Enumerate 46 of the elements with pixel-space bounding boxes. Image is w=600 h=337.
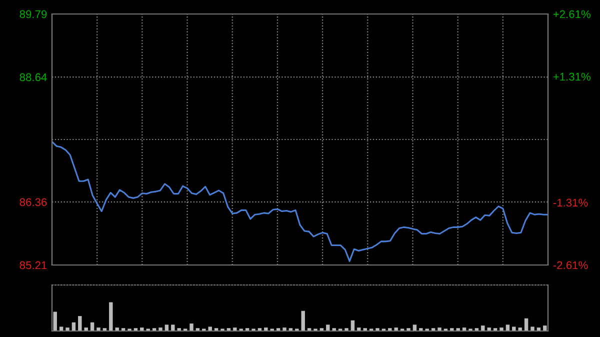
bar: [419, 328, 423, 331]
bar: [264, 328, 268, 331]
y2-tick-label: -2.61%: [553, 261, 588, 270]
bar: [344, 328, 348, 331]
y-tick-label: 88.64: [20, 73, 47, 82]
bar: [84, 328, 88, 331]
bar: [233, 328, 237, 331]
bar: [388, 328, 392, 331]
bar: [53, 312, 57, 331]
bar: [512, 326, 516, 331]
bar: [363, 328, 367, 331]
bar: [171, 324, 175, 331]
bar: [406, 328, 410, 331]
y-tick-label: 89.79: [20, 10, 47, 18]
bar: [78, 316, 82, 331]
bar: [177, 328, 181, 331]
bar: [66, 328, 70, 331]
y2-tick-label: +2.61%: [553, 10, 590, 18]
y2-tick-label: +1.31%: [553, 72, 590, 81]
bar: [190, 324, 194, 331]
bar: [115, 328, 119, 331]
bar: [518, 328, 522, 331]
bar: [487, 328, 491, 331]
bar: [456, 328, 460, 331]
bar: [140, 328, 144, 331]
bar: [481, 326, 485, 331]
y-tick-label: 85.21: [20, 261, 47, 270]
bar: [450, 328, 454, 331]
bar: [376, 328, 380, 331]
bar: [109, 302, 113, 331]
bar: [394, 328, 398, 331]
bar: [438, 328, 442, 331]
bar: [332, 328, 336, 331]
bar: [357, 328, 361, 331]
line-series: [52, 140, 548, 262]
bar: [208, 326, 212, 331]
bar: [530, 326, 534, 331]
bar: [543, 326, 547, 331]
y-tick-label: 86.36: [20, 198, 47, 206]
bar: [301, 310, 305, 331]
y2-tick-label: -1.31%: [553, 198, 588, 207]
bar: [500, 328, 504, 331]
bar: [158, 328, 162, 331]
bar: [326, 324, 330, 331]
bar: [96, 328, 100, 331]
bar: [282, 328, 286, 331]
